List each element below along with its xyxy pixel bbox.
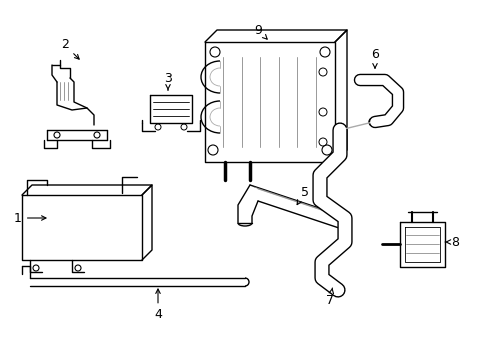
Text: 5: 5 xyxy=(297,185,308,204)
Text: 9: 9 xyxy=(254,23,266,39)
Text: 1: 1 xyxy=(14,211,46,225)
Text: 6: 6 xyxy=(370,49,378,68)
Text: 2: 2 xyxy=(61,39,79,59)
Text: 3: 3 xyxy=(164,72,172,90)
Text: 7: 7 xyxy=(325,288,333,306)
Text: 8: 8 xyxy=(445,235,458,248)
Text: 4: 4 xyxy=(154,289,162,321)
